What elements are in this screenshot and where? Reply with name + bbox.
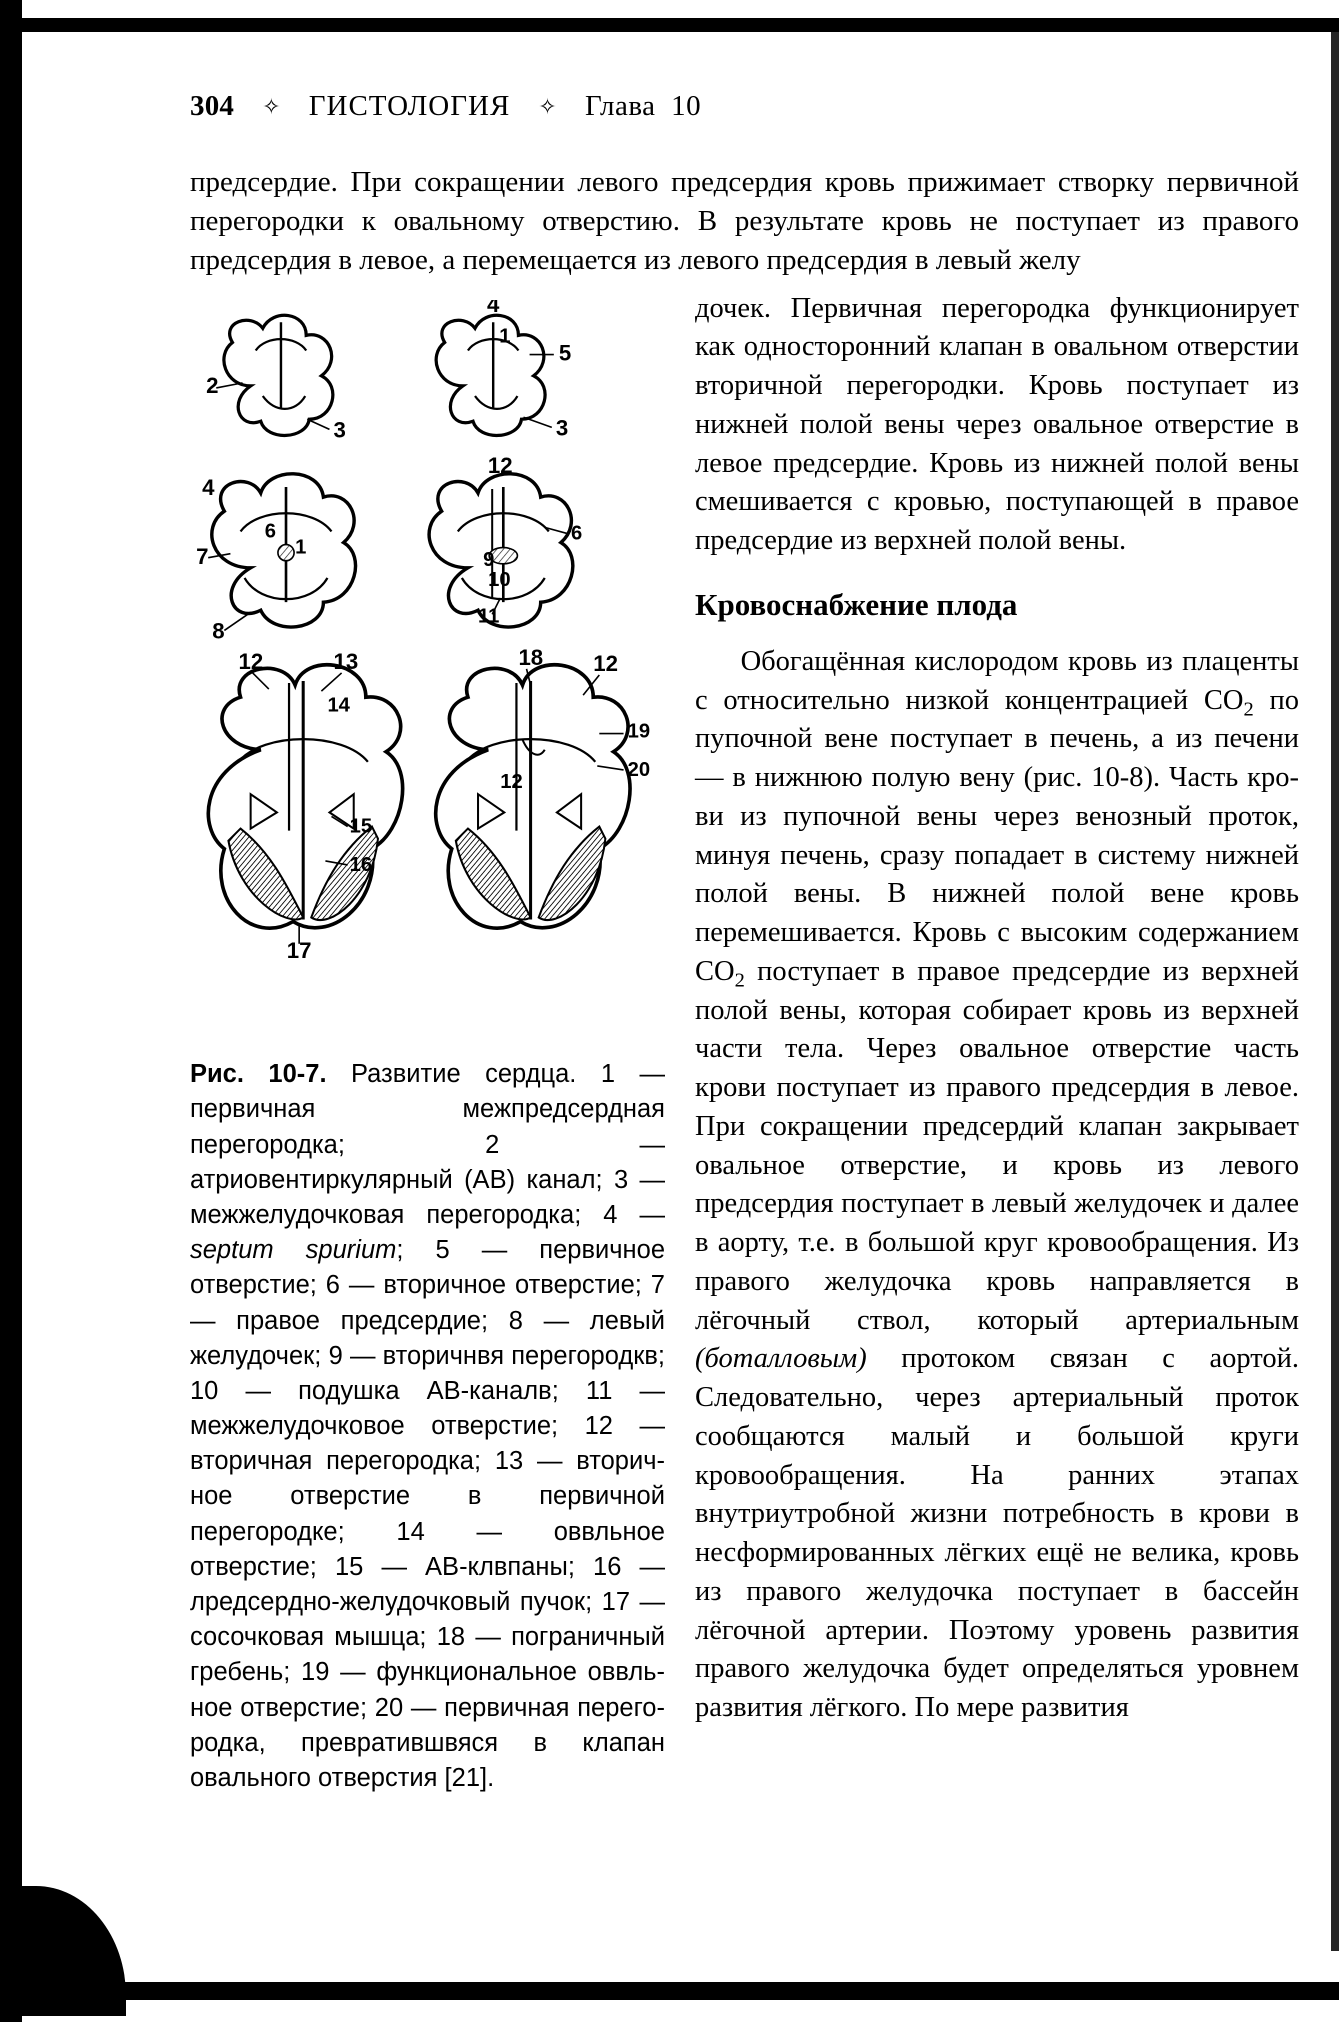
svg-text:2: 2 — [206, 373, 218, 398]
figure-legend-b: ; 5 — первичное отверстие; 6 — вторичное… — [190, 1236, 665, 1792]
figure-caption: Рис. 10-7. Развитие сердца. 1 — первич­н… — [190, 1057, 665, 1796]
svg-text:9: 9 — [483, 548, 494, 570]
figure-10-7: 2 3 4 5 3 1 — [190, 300, 665, 1028]
svg-text:10: 10 — [488, 569, 510, 591]
running-head: 304 ✧ ГИСТОЛОГИЯ ✧ Глава 10 — [190, 90, 1299, 123]
text-run: СО — [695, 956, 735, 987]
co2-formula: СО2 — [695, 956, 745, 987]
text-run: по пупочной вене по­ступает в печень, а … — [695, 685, 1299, 949]
svg-text:1: 1 — [499, 325, 510, 347]
svg-text:15: 15 — [350, 815, 372, 837]
figure-title: Развитие сердца. — [351, 1060, 576, 1088]
paragraph-continuation: дочек. Первичная перегородка функци­онир… — [695, 290, 1299, 561]
svg-text:6: 6 — [265, 520, 276, 542]
diamond-icon: ✧ — [262, 96, 281, 118]
page: 304 ✧ ГИСТОЛОГИЯ ✧ Глава 10 предсердие. … — [0, 0, 1339, 2022]
svg-text:7: 7 — [196, 543, 208, 568]
svg-text:3: 3 — [556, 415, 568, 440]
figure-legend-italic: septum spurium — [190, 1236, 396, 1264]
co2-formula: СО2 — [1204, 685, 1254, 716]
scan-artifact-right — [1331, 30, 1339, 1951]
subscript-2: 2 — [1243, 698, 1253, 720]
svg-text:12: 12 — [488, 452, 513, 477]
svg-text:3: 3 — [334, 417, 346, 442]
svg-text:1: 1 — [295, 536, 306, 558]
svg-text:6: 6 — [571, 522, 582, 544]
scan-artifact-top — [0, 18, 1339, 32]
svg-text:13: 13 — [334, 648, 359, 673]
svg-text:12: 12 — [239, 648, 264, 673]
heart-development-diagram: 2 3 4 5 3 1 — [190, 300, 665, 1028]
svg-text:12: 12 — [500, 771, 522, 793]
subscript-2: 2 — [735, 970, 745, 992]
section-heading: Кровоснабжение плода — [695, 587, 1299, 623]
text-run: протоком связан с аортой. Следовательно,… — [695, 1343, 1299, 1723]
svg-text:4: 4 — [487, 300, 500, 317]
botallov-italic: (боталловым) — [695, 1343, 867, 1374]
svg-text:14: 14 — [327, 694, 350, 716]
figure-label: Рис. 10-7. — [190, 1060, 327, 1088]
svg-text:18: 18 — [518, 644, 543, 669]
chapter-number: 10 — [671, 90, 701, 122]
right-column: дочек. Первичная перегородка функци­онир… — [695, 290, 1299, 1728]
paragraph-blood-supply: Обогащённая кислородом кровь из плаценты… — [695, 643, 1299, 1728]
two-column-region: 2 3 4 5 3 1 — [190, 290, 1299, 1797]
left-column: 2 3 4 5 3 1 — [190, 290, 665, 1797]
scan-artifact-corner — [6, 1886, 126, 2016]
chapter-word: Глава — [585, 90, 656, 122]
text-run: СО — [1204, 685, 1244, 716]
svg-text:16: 16 — [350, 854, 372, 876]
intro-paragraph: предсердие. При сокращении левого предсе… — [190, 163, 1299, 280]
svg-text:11: 11 — [478, 605, 499, 627]
svg-text:5: 5 — [559, 340, 571, 365]
diamond-icon: ✧ — [538, 96, 557, 118]
book-title: ГИСТОЛОГИЯ — [309, 90, 511, 123]
svg-text:12: 12 — [593, 650, 618, 675]
scan-artifact-bottom — [0, 1982, 1339, 2000]
chapter-label: Глава 10 — [585, 90, 701, 123]
page-number: 304 — [190, 90, 234, 123]
svg-text:20: 20 — [628, 759, 650, 781]
text-run: поступает в правое предсердие из верхней… — [695, 956, 1299, 1336]
svg-text:19: 19 — [628, 720, 650, 742]
svg-text:8: 8 — [212, 618, 224, 643]
svg-text:4: 4 — [202, 475, 215, 500]
scan-artifact-left — [0, 0, 22, 2022]
